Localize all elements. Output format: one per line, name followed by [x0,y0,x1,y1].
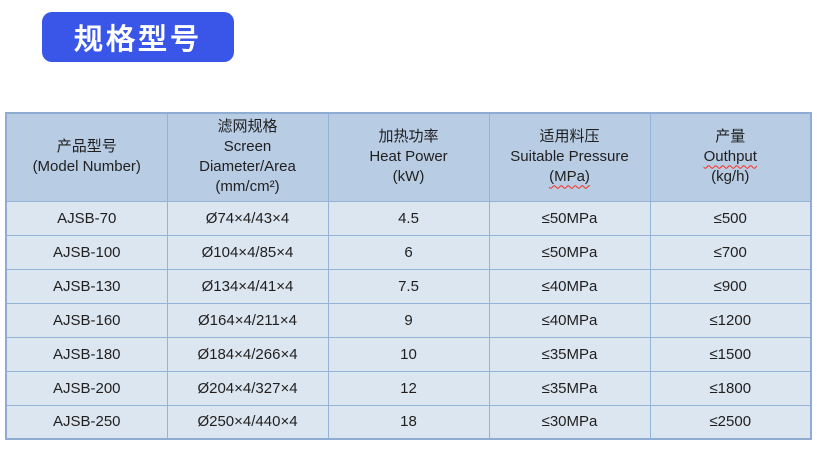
table-row: AJSB-250 Ø250×4/440×4 18 ≤30MPa ≤2500 [5,404,812,440]
header-line: (mm/cm²) [215,178,280,196]
cell-screen: Ø74×4/43×4 [166,200,329,236]
header-line: (Model Number) [32,158,141,176]
table-row: AJSB-130 Ø134×4/41×4 7.5 ≤40MPa ≤900 [5,268,812,304]
cell-screen: Ø134×4/41×4 [166,268,329,304]
cell-model: AJSB-180 [5,336,168,372]
header-line: (kg/h) [711,168,750,186]
cell-output: ≤2500 [649,404,812,440]
cell-pressure: ≤50MPa [488,234,651,270]
header-row: 产品型号 (Model Number) 滤网规格 Screen Diameter… [5,112,812,202]
header-line: (MPa) [492,167,648,187]
table-row: AJSB-180 Ø184×4/266×4 10 ≤35MPa ≤1500 [5,336,812,372]
header-line: Outhput [653,147,809,167]
cell-power: 18 [327,404,490,440]
header-line: Suitable Pressure [510,148,629,166]
table-row: AJSB-70 Ø74×4/43×4 4.5 ≤50MPa ≤500 [5,200,812,236]
cell-power: 4.5 [327,200,490,236]
header-model-number: 产品型号 (Model Number) [5,112,168,202]
cell-pressure: ≤40MPa [488,302,651,338]
cell-pressure: ≤35MPa [488,370,651,406]
header-line: 滤网规格 [217,118,278,136]
cell-model: AJSB-100 [5,234,168,270]
header-line: 产品型号 [56,138,117,156]
cell-output: ≤1500 [649,336,812,372]
header-line: Screen [223,138,272,156]
cell-model: AJSB-160 [5,302,168,338]
header-heat-power: 加热功率 Heat Power (kW) [327,112,490,202]
header-line: Heat Power [369,148,448,166]
header-line: 产量 [715,128,746,146]
cell-output: ≤900 [649,268,812,304]
cell-power: 7.5 [327,268,490,304]
table-row: AJSB-200 Ø204×4/327×4 12 ≤35MPa ≤1800 [5,370,812,406]
cell-model: AJSB-130 [5,268,168,304]
section-title-badge: 规格型号 [42,12,234,62]
cell-screen: Ø184×4/266×4 [166,336,329,372]
header-line-spellchecked: Outhput [703,148,757,166]
spec-table: 产品型号 (Model Number) 滤网规格 Screen Diameter… [5,112,812,440]
cell-power: 10 [327,336,490,372]
cell-pressure: ≤50MPa [488,200,651,236]
header-suitable-pressure: 适用料压 Suitable Pressure (MPa) [488,112,651,202]
header-line: 加热功率 [378,128,439,146]
cell-output: ≤1200 [649,302,812,338]
table-row: AJSB-160 Ø164×4/211×4 9 ≤40MPa ≤1200 [5,302,812,338]
cell-pressure: ≤40MPa [488,268,651,304]
header-output: 产量 Outhput (kg/h) [649,112,812,202]
header-line: 适用料压 [539,128,600,146]
cell-screen: Ø250×4/440×4 [166,404,329,440]
cell-power: 6 [327,234,490,270]
cell-power: 9 [327,302,490,338]
cell-screen: Ø164×4/211×4 [166,302,329,338]
header-line: Diameter/Area [199,158,296,176]
cell-model: AJSB-200 [5,370,168,406]
cell-pressure: ≤30MPa [488,404,651,440]
header-line-spellchecked: (MPa) [549,168,590,186]
header-line: (kW) [392,168,425,186]
cell-screen: Ø104×4/85×4 [166,234,329,270]
header-screen-spec: 滤网规格 Screen Diameter/Area (mm/cm²) [166,112,329,202]
table-row: AJSB-100 Ø104×4/85×4 6 ≤50MPa ≤700 [5,234,812,270]
cell-model: AJSB-70 [5,200,168,236]
cell-model: AJSB-250 [5,404,168,440]
cell-screen: Ø204×4/327×4 [166,370,329,406]
cell-output: ≤1800 [649,370,812,406]
cell-output: ≤500 [649,200,812,236]
cell-output: ≤700 [649,234,812,270]
section-title: 规格型号 [73,24,202,56]
cell-power: 12 [327,370,490,406]
cell-pressure: ≤35MPa [488,336,651,372]
